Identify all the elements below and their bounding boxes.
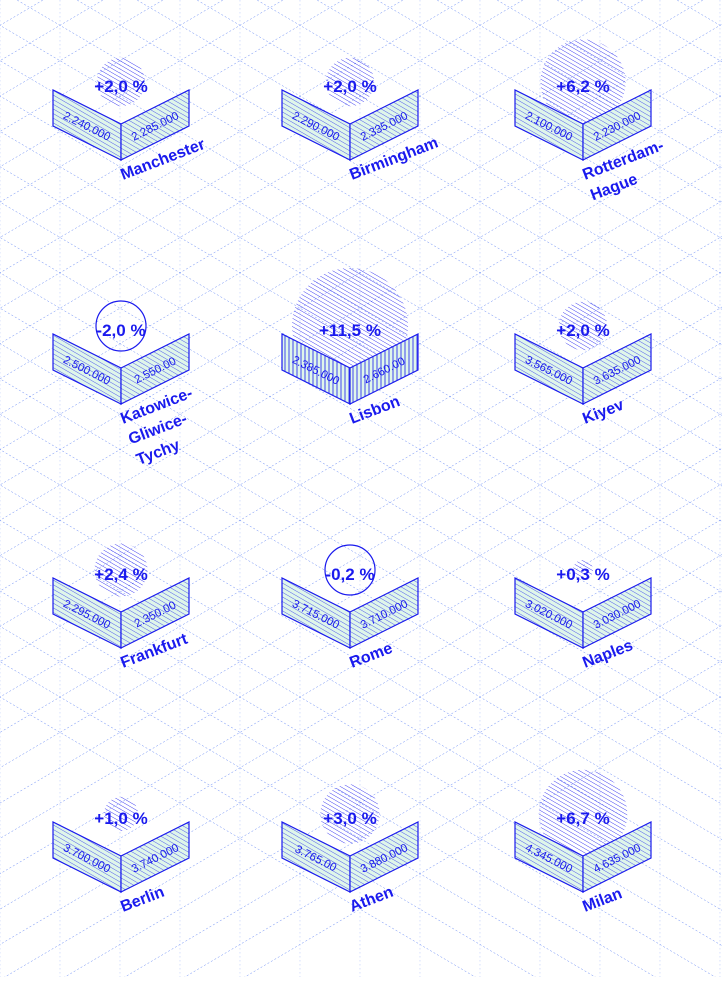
change-label: +6,7 % [556,809,609,828]
panel-right [120,577,190,649]
city-group: -2,0 %2.500.000 2.550.00Katowice-Gliwice-… [52,300,195,469]
panel-right [582,333,652,405]
change-circle [103,796,139,832]
change-label: +6,2 % [556,77,609,96]
panel-right [582,821,652,893]
change-label: +3,0 % [323,809,376,828]
change-circle [573,560,593,580]
change-label: +0,3 % [556,565,609,584]
change-label: -2,0 % [96,321,145,340]
grid-line [235,695,722,982]
change-circle [558,301,608,351]
grid-line [0,0,164,97]
change-circle [96,57,146,107]
grid-line [676,0,722,27]
grid-line [0,661,545,982]
panel-right [582,89,652,161]
panel-right [120,821,190,893]
grid-line [0,0,44,26]
panel-right [349,333,419,405]
change-label: +2,4 % [94,565,147,584]
panel-right [582,577,652,649]
change-circle [94,543,148,597]
grid-line [0,0,524,309]
change-circle [320,784,380,844]
change-label: +1,0 % [94,809,147,828]
change-label: +11,5 % [319,321,381,340]
panel-right [120,89,190,161]
grid-line [175,660,722,982]
change-label: +2,0 % [94,77,147,96]
change-circle [325,57,375,107]
change-circle [540,39,626,125]
change-circle [324,544,376,596]
grid-line [115,624,722,982]
panel-right [349,821,419,893]
panel-right [349,577,419,649]
change-label: +2,0 % [323,77,376,96]
change-circle [95,300,147,352]
panel-right [349,89,419,161]
change-label: -0,2 % [325,565,374,584]
change-circle [538,769,628,859]
panel-right [120,333,190,405]
grid-line [0,0,284,168]
change-label: +2,0 % [556,321,609,340]
